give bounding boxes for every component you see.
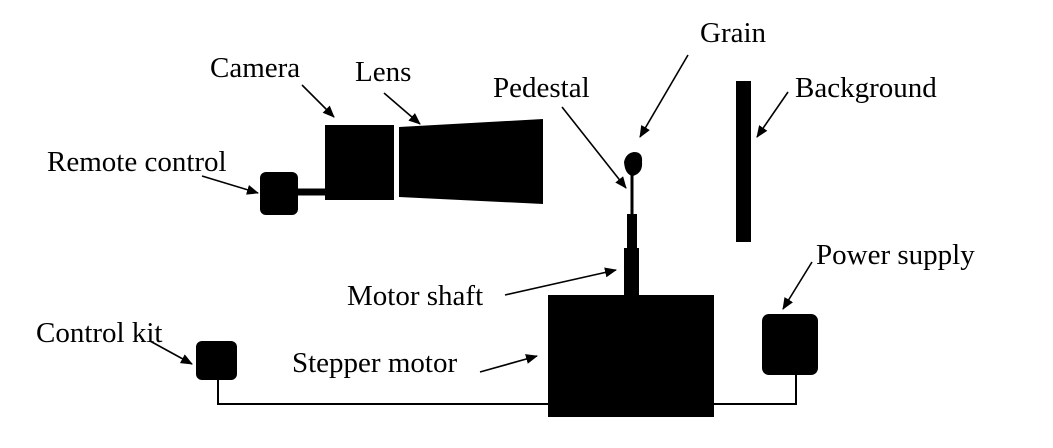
label-power-supply: Power supply (816, 239, 975, 271)
control-kit-arrow (149, 340, 193, 365)
label-motor-shaft: Motor shaft (347, 280, 483, 312)
grain-arrow (639, 54, 689, 138)
label-background: Background (795, 72, 937, 104)
lens-arrow (383, 92, 421, 125)
power-supply-wire (714, 374, 797, 405)
camera-arrow (301, 84, 335, 118)
label-remote-control: Remote control (47, 146, 227, 178)
control-kit (196, 341, 237, 380)
label-camera: Camera (210, 52, 300, 84)
camera-body (325, 125, 394, 200)
remote-control-arrow (201, 175, 259, 195)
pedestal-arrow (561, 106, 627, 189)
stepper-motor-arrow (479, 354, 538, 373)
motor-shaft (624, 248, 639, 296)
lens (399, 119, 543, 204)
grain (624, 152, 643, 176)
label-stepper-motor: Stepper motor (292, 347, 457, 379)
power-supply-arrow (782, 261, 813, 310)
pedestal-upper (627, 214, 637, 248)
label-pedestal: Pedestal (493, 72, 590, 104)
motor-shaft-arrow (504, 267, 617, 296)
background-board (736, 81, 751, 242)
label-grain: Grain (700, 17, 767, 49)
background-arrow (756, 91, 789, 138)
control-kit-wire (217, 378, 548, 405)
stepper-motor (548, 295, 714, 417)
label-control-kit: Control kit (36, 317, 162, 349)
label-lens: Lens (355, 56, 411, 88)
power-supply (762, 314, 818, 375)
remote-control (260, 172, 298, 215)
